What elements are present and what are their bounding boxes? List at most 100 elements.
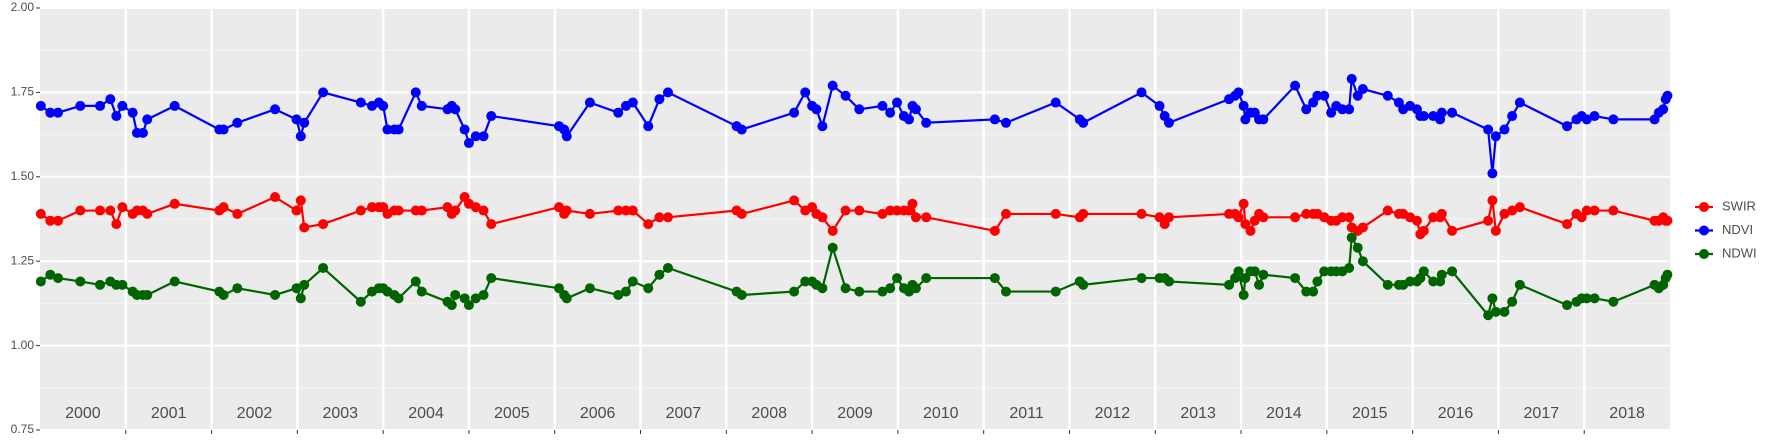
data-point <box>1507 111 1518 122</box>
data-point <box>1418 111 1429 122</box>
x-tick-label: 2002 <box>237 405 273 422</box>
legend-key <box>1699 225 1709 236</box>
data-point <box>117 100 128 111</box>
y-tick-label: 1.50 <box>11 169 35 183</box>
data-point <box>1483 215 1494 226</box>
data-point <box>232 208 243 219</box>
x-tick-label: 2015 <box>1352 405 1388 422</box>
data-point <box>1000 117 1011 128</box>
legend-key <box>1699 249 1709 259</box>
data-point <box>470 202 481 213</box>
data-point <box>1436 107 1447 118</box>
data-point <box>478 131 489 142</box>
data-point <box>1487 168 1498 179</box>
data-point <box>643 283 654 294</box>
data-point <box>554 283 565 294</box>
data-point <box>1490 306 1501 317</box>
data-point <box>35 276 46 287</box>
data-point <box>1078 279 1089 290</box>
data-point <box>1163 117 1174 128</box>
data-point <box>1562 219 1573 230</box>
data-point <box>1514 202 1525 213</box>
data-point <box>1662 269 1673 280</box>
data-point <box>910 283 921 294</box>
data-point <box>817 212 828 223</box>
data-point <box>643 219 654 230</box>
data-point <box>1301 208 1312 219</box>
data-point <box>232 283 243 294</box>
x-tick-label: 2005 <box>494 405 530 422</box>
data-point <box>270 192 281 203</box>
data-point <box>378 100 389 111</box>
data-point <box>854 104 865 115</box>
data-point <box>35 100 46 111</box>
data-point <box>463 300 474 311</box>
data-point <box>1581 205 1592 216</box>
data-point <box>1344 262 1355 273</box>
data-point <box>1357 84 1368 95</box>
data-point <box>1301 286 1312 297</box>
data-point <box>393 205 404 216</box>
data-point <box>410 276 421 287</box>
data-point <box>1352 90 1363 101</box>
data-point <box>561 205 572 216</box>
data-point <box>1499 306 1510 317</box>
data-point <box>627 97 638 108</box>
data-point <box>613 107 624 118</box>
data-point <box>817 121 828 132</box>
data-point <box>1249 266 1260 277</box>
data-point <box>416 286 427 297</box>
x-tick-label: 2007 <box>666 405 702 422</box>
data-point <box>1326 107 1337 118</box>
data-point <box>299 117 310 128</box>
data-point <box>117 202 128 213</box>
data-point <box>35 208 46 219</box>
data-point <box>95 205 106 216</box>
data-point <box>907 198 918 209</box>
data-point <box>1382 205 1393 216</box>
data-point <box>1233 266 1244 277</box>
data-point <box>627 276 638 287</box>
data-point <box>1050 208 1061 219</box>
x-tick-label: 2018 <box>1609 405 1645 422</box>
data-point <box>789 107 800 118</box>
data-point <box>142 114 153 125</box>
data-point <box>367 202 378 213</box>
data-point <box>270 104 281 115</box>
data-point <box>416 205 427 216</box>
data-point <box>1608 205 1619 216</box>
data-point <box>921 117 932 128</box>
data-point <box>817 283 828 294</box>
data-point <box>877 100 888 111</box>
data-point <box>393 293 404 304</box>
data-point <box>1487 293 1498 304</box>
data-point <box>736 208 747 219</box>
data-point <box>1581 114 1592 125</box>
data-point <box>1447 107 1458 118</box>
data-point <box>662 87 673 98</box>
data-point <box>1581 293 1592 304</box>
data-point <box>811 104 822 115</box>
data-point <box>1436 208 1447 219</box>
data-point <box>584 283 595 294</box>
data-point <box>1428 276 1439 287</box>
data-point <box>459 124 470 135</box>
data-point <box>169 100 180 111</box>
data-point <box>1499 208 1510 219</box>
data-point <box>1483 124 1494 135</box>
data-point <box>470 293 481 304</box>
data-point <box>137 127 148 138</box>
data-point <box>169 198 180 209</box>
data-point <box>1382 90 1393 101</box>
data-point <box>554 202 565 213</box>
legend-label: NDVI <box>1722 222 1753 237</box>
data-point <box>1589 111 1600 122</box>
legend-label: NDWI <box>1722 245 1757 260</box>
data-point <box>1136 273 1147 284</box>
data-point <box>1662 215 1673 226</box>
data-point <box>789 195 800 206</box>
data-point <box>885 283 896 294</box>
data-point <box>561 293 572 304</box>
data-point <box>1357 222 1368 233</box>
data-point <box>1344 212 1355 223</box>
